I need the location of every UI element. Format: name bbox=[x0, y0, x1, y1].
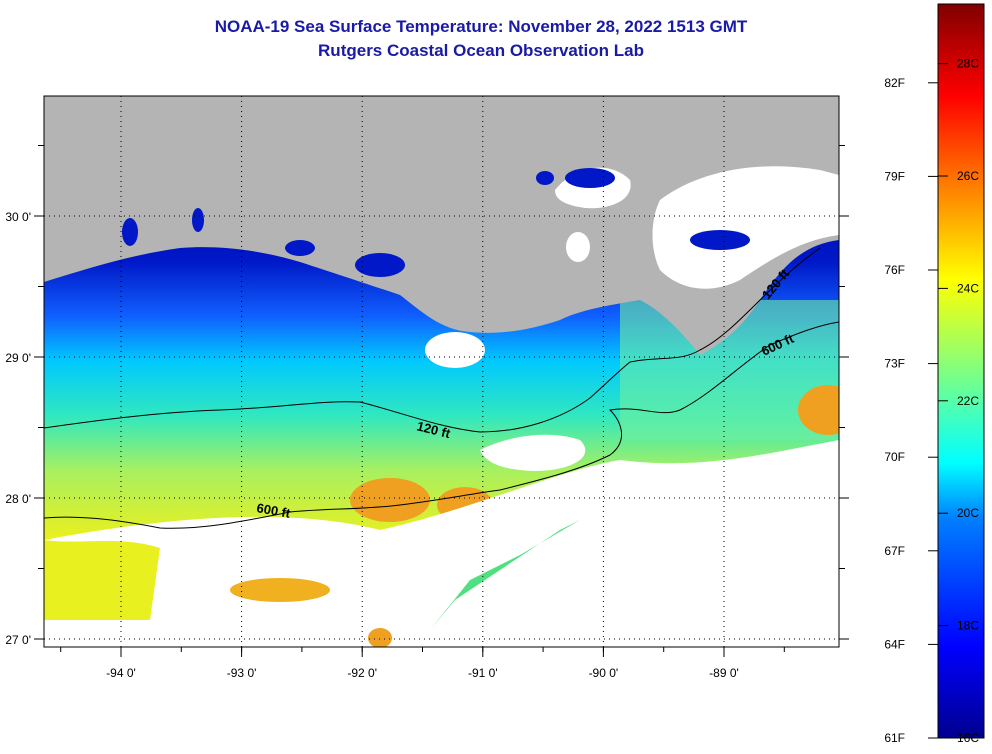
cloud-cover-central bbox=[480, 434, 586, 471]
inland-lake-2 bbox=[355, 253, 405, 277]
cloud-cover-delta bbox=[652, 166, 839, 289]
colorbar-f-label: 76F bbox=[884, 263, 905, 277]
contour-label-600ft-west: 600 ft bbox=[255, 500, 292, 521]
coastal-land bbox=[44, 96, 839, 355]
lon-tick-label: -91 0' bbox=[468, 666, 498, 680]
lon-tick-label: -89 0' bbox=[709, 666, 739, 680]
cloud-patch-inland bbox=[566, 232, 590, 262]
inland-lake-6 bbox=[690, 230, 750, 250]
lon-tick-label: -94 0' bbox=[106, 666, 136, 680]
lat-tick-label: 29 0' bbox=[5, 351, 31, 365]
lat-tick-label: 28 0' bbox=[5, 492, 31, 506]
lon-tick-label: -92 0' bbox=[347, 666, 377, 680]
lat-tick-label: 27 0' bbox=[5, 633, 31, 647]
colorbar-c-label: 16C bbox=[957, 731, 979, 745]
colorbar-c-label: 24C bbox=[957, 281, 979, 295]
lat-tick-label: 30 0' bbox=[5, 210, 31, 224]
colorbar-c-label: 20C bbox=[957, 506, 979, 520]
contour-120ft bbox=[44, 247, 821, 433]
lon-tick-label: -90 0' bbox=[589, 666, 619, 680]
inland-lake-4 bbox=[192, 208, 204, 232]
colorbar-f-label: 64F bbox=[884, 637, 905, 651]
colorbar-c-label: 28C bbox=[957, 57, 979, 71]
cloud-patch-coast bbox=[425, 332, 485, 368]
colorbar-c-label: 18C bbox=[957, 619, 979, 633]
colorbar bbox=[937, 3, 985, 739]
contour-600ft bbox=[44, 321, 839, 529]
warm-patch-south-2 bbox=[368, 628, 392, 647]
warm-water-patch-central bbox=[350, 478, 430, 522]
colorbar-f-label: 82F bbox=[884, 76, 905, 90]
colorbar-f-label: 73F bbox=[884, 357, 905, 371]
inland-lake-1 bbox=[565, 168, 615, 188]
plot-frame bbox=[43, 95, 840, 648]
colorbar-f-label: 70F bbox=[884, 450, 905, 464]
colorbar-f-label: 79F bbox=[884, 169, 905, 183]
cloud-patch-southwest bbox=[44, 540, 160, 620]
warm-water-patch-east bbox=[798, 385, 839, 435]
grid-lines bbox=[44, 96, 839, 647]
title-line-2: Rutgers Coastal Ocean Observation Lab bbox=[318, 41, 644, 60]
lon-tick-label: -93 0' bbox=[227, 666, 257, 680]
colorbar-c-label: 22C bbox=[957, 394, 979, 408]
inland-lake-5 bbox=[122, 218, 138, 246]
axis-labels: -94 0' -93 0' -92 0' -91 0' -90 0' -89 0' 30 0… bbox=[5, 145, 849, 680]
colorbar-c-label: 26C bbox=[957, 169, 979, 183]
title-line-1: NOAA-19 Sea Surface Temperature: Novembe… bbox=[214, 17, 748, 36]
colorbar-f-label: 67F bbox=[884, 544, 905, 558]
colorbar-f-label: 61F bbox=[884, 731, 905, 745]
inland-lake-3 bbox=[285, 240, 315, 256]
colorbar-ticks: 82F 79F 76F 73F 70F 67F 64F 61F 28C 26C 24C 22C 20C 1… bbox=[884, 57, 979, 745]
warm-patch-south-1 bbox=[230, 578, 330, 602]
inland-lake-7 bbox=[536, 171, 554, 185]
